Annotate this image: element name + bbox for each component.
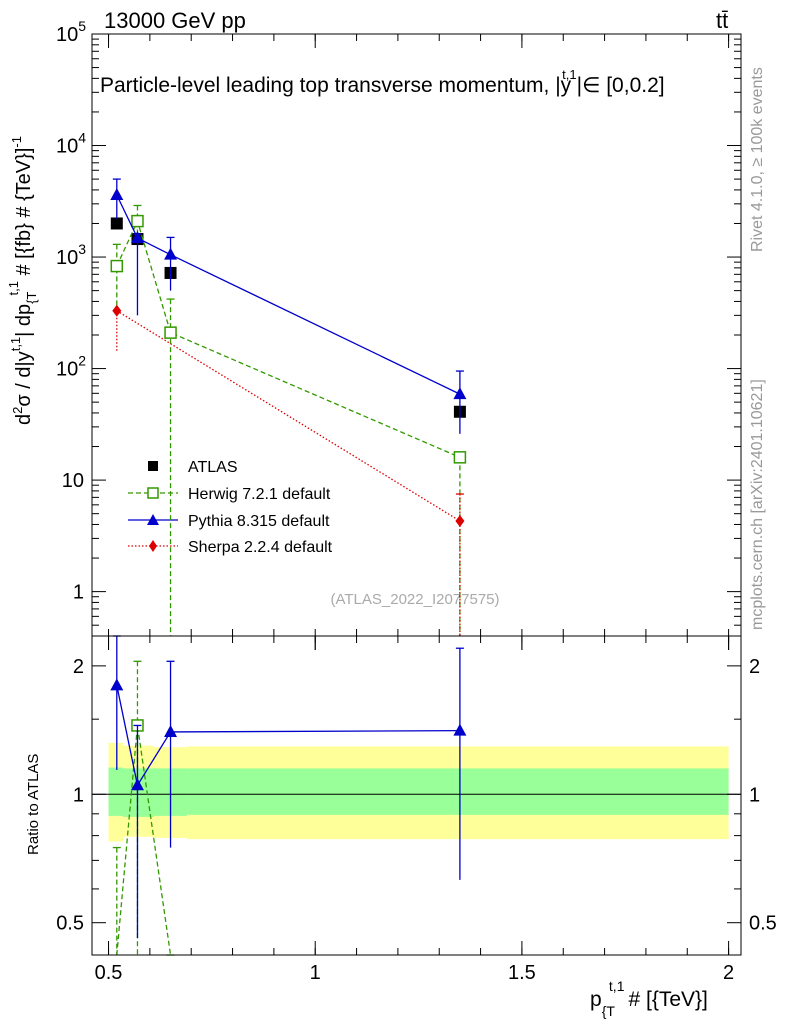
main-title: Particle-level leading top transverse mo… (100, 67, 665, 97)
series-line-3 (116, 310, 461, 522)
legend-marker-pythia (147, 514, 159, 525)
ratio-y-axis-label: Ratio to ATLAS (25, 754, 42, 855)
legend-marker-herwig (147, 487, 159, 499)
ratio-y-tick-label-left-0: 0.5 (56, 913, 84, 935)
legend-item-atlas: ATLAS (148, 459, 238, 476)
data-point-1-3 (453, 451, 467, 464)
series-line-1 (116, 219, 461, 458)
series-0 (110, 217, 466, 418)
x-tick-label-2: 1.5 (508, 962, 536, 984)
x-tick-label-3: 2 (723, 962, 734, 984)
ratio-point-1-3 (453, 723, 467, 736)
process-label: tt̄ (716, 8, 728, 33)
main-y-axis-label: d2σ / d|yt,1| dp{Tt,1 # [{fb} # {TeV}]-1 (6, 136, 39, 425)
legend-label-pythia: Pythia 8.315 default (188, 513, 330, 530)
ratio-point-1-0 (110, 678, 124, 691)
legend-item-herwig: Herwig 7.2.1 default (128, 486, 331, 503)
ratio-series-group (110, 635, 467, 956)
data-point-3-0 (112, 304, 122, 317)
legend-item-sherpa: Sherpa 2.2.4 default (128, 539, 333, 556)
data-point-2-0 (110, 188, 124, 201)
analysis-id-label: (ATLAS_2022_I2077575) (330, 591, 499, 608)
ratio-y-tick-label-right-0: 0.5 (749, 913, 777, 935)
main-y-tick-label-1: 10 (62, 470, 84, 492)
ratio-y-tick-label-left-2: 2 (73, 656, 84, 678)
series-1 (110, 204, 467, 636)
x-tick-label-1: 1 (310, 962, 321, 984)
main-y-tick-label-5: 105 (56, 18, 86, 46)
data-point-1-0 (110, 259, 124, 273)
x-tick-label-0: 0.5 (95, 962, 123, 984)
legend-item-pythia: Pythia 8.315 default (128, 513, 330, 530)
main-series-group (110, 178, 467, 636)
ratio-band-inner-3 (187, 768, 729, 815)
ratio-y-tick-label-right-1: 1 (749, 784, 760, 806)
axes-group: 1 10 102 103 104 105 0.5 0.5 1 1 2 2 0.5 1 1.5 2 (56, 18, 777, 984)
series-line-2 (116, 194, 461, 395)
main-y-tick-label-2: 102 (56, 353, 86, 381)
data-point-1-1 (131, 214, 144, 228)
data-point-3-1 (455, 514, 465, 527)
x-axis-label: p{Tt,1# [{TeV}] (590, 978, 708, 1019)
ratio-y-tick-label-right-2: 2 (749, 656, 760, 678)
legend-label-sherpa: Sherpa 2.2.4 default (188, 539, 333, 556)
main-y-tick-label-0: 1 (73, 582, 84, 604)
legend-label-herwig: Herwig 7.2.1 default (188, 486, 331, 503)
main-y-tick-label-4: 104 (56, 130, 86, 158)
mcplots-source-label: mcplots.cern.ch [arXiv:2401.10621] (749, 379, 766, 630)
data-point-1-2 (164, 326, 177, 339)
data-point-2-3 (453, 387, 467, 400)
data-point-0-0 (110, 217, 123, 230)
ratio-frame (91, 635, 742, 956)
legend-label-atlas: ATLAS (188, 459, 238, 476)
main-y-tick-label-3: 103 (56, 241, 86, 269)
energy-label: 13000 GeV pp (104, 8, 246, 33)
ratio-line-0 (116, 725, 172, 956)
ratio-series-1 (110, 635, 467, 939)
legend-marker-atlas (148, 461, 158, 471)
ratio-uncertainty-bands (92, 742, 741, 842)
legend-marker-sherpa (149, 540, 157, 552)
series-3 (112, 304, 465, 636)
ratio-band-inner-0 (108, 767, 124, 816)
ratio-point-1-1 (130, 778, 144, 791)
series-2 (110, 178, 467, 434)
ratio-line-1 (116, 685, 460, 787)
ratio-point-1-2 (164, 724, 178, 737)
legend: ATLAS Herwig 7.2.1 default Pythia 8.315 … (128, 459, 333, 556)
data-point-2-1 (130, 231, 144, 244)
ratio-y-tick-label-left-1: 1 (73, 784, 84, 806)
data-point-2-2 (164, 247, 178, 260)
rivet-version-label: Rivet 4.1.0, ≥ 100k events (749, 67, 766, 252)
